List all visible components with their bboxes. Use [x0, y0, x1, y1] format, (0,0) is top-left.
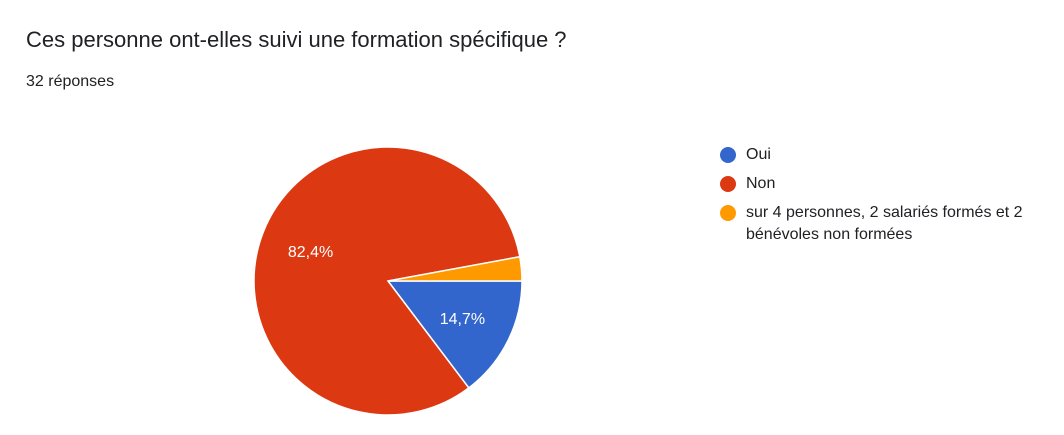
legend-label: sur 4 personnes, 2 salariés formés et 2 …: [746, 204, 1023, 243]
legend-swatch-icon: [720, 147, 736, 163]
legend-label: Non: [746, 175, 776, 192]
pie-slice-3[interactable]: [387, 255, 523, 282]
pie-slice-label-1: 14,7%: [440, 311, 485, 328]
legend-item-2[interactable]: Non: [720, 173, 1060, 195]
legend-label: Oui: [746, 146, 771, 163]
response-count: 32 réponses: [26, 73, 115, 90]
legend-item-3[interactable]: sur 4 personnes, 2 salariés formés et 2 …: [720, 202, 1060, 246]
chart-title: Ces personne ont-elles suivi une formati…: [26, 27, 567, 52]
pie-slice-1[interactable]: [386, 280, 523, 389]
pie-slice-label-2: 82,4%: [288, 244, 333, 261]
legend-item-1[interactable]: Oui: [720, 144, 1060, 166]
legend-swatch-icon: [720, 205, 736, 221]
legend-swatch-icon: [720, 176, 736, 192]
chart-legend: Oui Non sur 4 personnes, 2 salariés formés…: [720, 144, 1060, 253]
pie-slice-2[interactable]: [253, 146, 521, 416]
